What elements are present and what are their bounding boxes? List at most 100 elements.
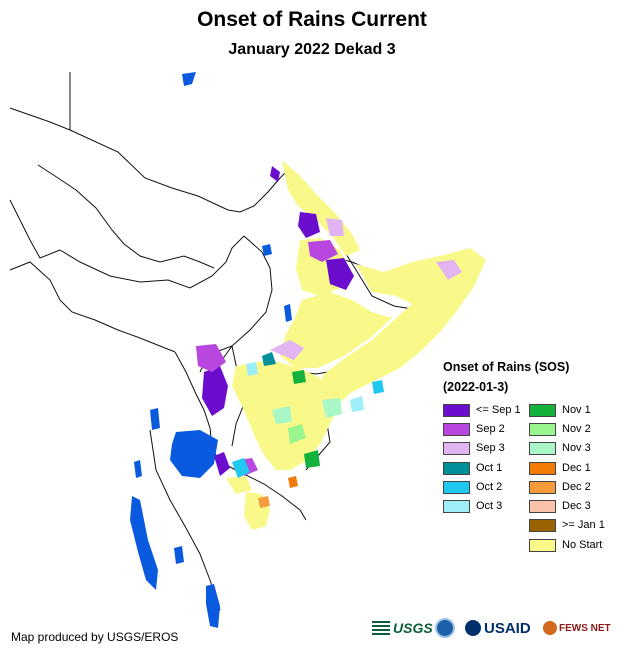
legend-swatch: [529, 480, 556, 494]
zone-nov1-ethiopia: [292, 370, 306, 384]
legend-item: Nov 2: [529, 422, 591, 436]
zone-dec2-tanzania: [258, 496, 270, 508]
lake-kivu: [134, 460, 142, 478]
zone-sep1-ethiopia-north: [298, 212, 320, 238]
water-bodies: [130, 72, 292, 628]
zone-oct2-somalia: [372, 380, 384, 394]
onset-of-rains-map: [9, 72, 486, 628]
zone-sep1-southsudan: [202, 366, 228, 416]
noaa-seal-icon: [435, 618, 455, 638]
zone-oct2-uganda: [232, 458, 250, 478]
zone-sep1-uganda: [214, 452, 230, 476]
legend-swatch: [529, 499, 556, 513]
lake-turkana: [284, 304, 292, 322]
lake-rukwa: [174, 546, 184, 564]
map-subtitle: January 2022 Dekad 3: [228, 41, 396, 58]
usgs-wave-icon: [372, 621, 390, 635]
fews-net-logo: FEWS NET: [543, 617, 611, 639]
zone-sep1-ethiopia-mid: [326, 258, 354, 290]
border-sudan-southsudan: [59, 235, 245, 289]
lake-tanganyika: [130, 496, 158, 590]
legend-swatch: [443, 461, 470, 475]
zone-nov3-kenya: [272, 406, 292, 424]
legend-label: Nov 2: [562, 423, 591, 435]
zone-sep3-ethiopia: [436, 260, 462, 280]
legend-swatch: [529, 518, 556, 532]
lake-malawi: [206, 584, 220, 628]
legend-item: Oct 2: [443, 480, 502, 494]
border-sudan-east: [69, 129, 307, 213]
legend-swatch: [443, 441, 470, 455]
legend-item: No Start: [529, 538, 602, 552]
legend-swatch: [443, 403, 470, 417]
legend-item: Oct 1: [443, 461, 502, 475]
usaid-logo-text: USAID: [484, 619, 531, 637]
zone-ethiopia-southeast: [280, 292, 392, 368]
border-car: [9, 261, 176, 353]
lake-albert: [150, 408, 160, 430]
legend-label: Dec 2: [562, 481, 591, 493]
nile-north-lake: [182, 72, 196, 86]
zone-oct1-kenya: [262, 352, 276, 366]
zone-nov3-somalia: [322, 398, 342, 418]
zone-sep3-ethiopia-north: [326, 218, 344, 236]
legend-item: Sep 2: [443, 422, 505, 436]
legend-item: Oct 3: [443, 499, 502, 513]
zone-oct3-ethiopia: [246, 362, 258, 376]
fews-globe-icon: [543, 621, 557, 635]
legend-label: Nov 1: [562, 404, 591, 416]
zone-dec1-kenya: [288, 476, 298, 488]
legend-item: Dec 1: [529, 461, 591, 475]
zone-nov1-kenya: [304, 450, 320, 468]
legend-swatch: [529, 403, 556, 417]
legend-label: Oct 1: [476, 462, 503, 474]
zone-oct3-somalia: [350, 396, 364, 412]
country-borders: [9, 72, 432, 611]
legend-label: No Start: [562, 539, 603, 551]
noaa-logo: [435, 617, 455, 639]
legend-label: Oct 2: [476, 481, 503, 493]
legend-title: Onset of Rains (SOS): [443, 360, 570, 374]
legend-item: >= Jan 1: [529, 518, 605, 532]
border-northwest: [9, 199, 61, 259]
legend-item: Nov 1: [529, 403, 591, 417]
legend-item: Dec 3: [529, 499, 591, 513]
legend-label: Oct 3: [476, 500, 503, 512]
legend-label: Nov 3: [562, 442, 591, 454]
zone-tanzania-northwest: [226, 476, 252, 494]
legend-item: Sep 3: [443, 441, 505, 455]
usgs-logo-text: USGS: [393, 620, 433, 636]
legend-label: Dec 1: [562, 462, 591, 474]
zone-sep3-southwest: [270, 340, 304, 360]
legend-swatch: [443, 422, 470, 436]
legend-label: <= Sep 1: [476, 404, 521, 416]
map-title: Onset of Rains Current: [197, 8, 427, 31]
legend-item: <= Sep 1: [443, 403, 521, 417]
border-chad-sudan: [37, 164, 215, 269]
legend-label: Sep 2: [476, 423, 505, 435]
legend-label: Sep 3: [476, 442, 505, 454]
zone-nov2-kenya: [288, 424, 306, 444]
legend-swatch: [529, 422, 556, 436]
map-credit: Map produced by USGS/EROS: [11, 630, 179, 644]
legend-swatch: [529, 441, 556, 455]
legend-label: Dec 3: [562, 500, 591, 512]
border-drc-tanzania: [149, 429, 221, 611]
legend-swatch: [529, 538, 556, 552]
legend-item: Dec 2: [529, 480, 591, 494]
zone-sep2-ethiopia: [308, 240, 338, 262]
legend-item: Nov 3: [529, 441, 591, 455]
zone-somalia-north: [288, 248, 486, 470]
lake-victoria: [170, 430, 218, 478]
usaid-logo: USAID: [465, 617, 531, 639]
legend-label: >= Jan 1: [562, 519, 605, 531]
rain-onset-zones: [196, 160, 486, 530]
fews-logo-text: FEWS NET: [559, 622, 611, 634]
legend-date: (2022-01-3): [443, 380, 509, 394]
usaid-seal-icon: [465, 620, 481, 636]
legend-swatch: [443, 480, 470, 494]
legend-swatch: [529, 461, 556, 475]
lake-tana: [262, 244, 272, 256]
legend-swatch: [443, 499, 470, 513]
border-drc-uganda: [174, 351, 213, 449]
